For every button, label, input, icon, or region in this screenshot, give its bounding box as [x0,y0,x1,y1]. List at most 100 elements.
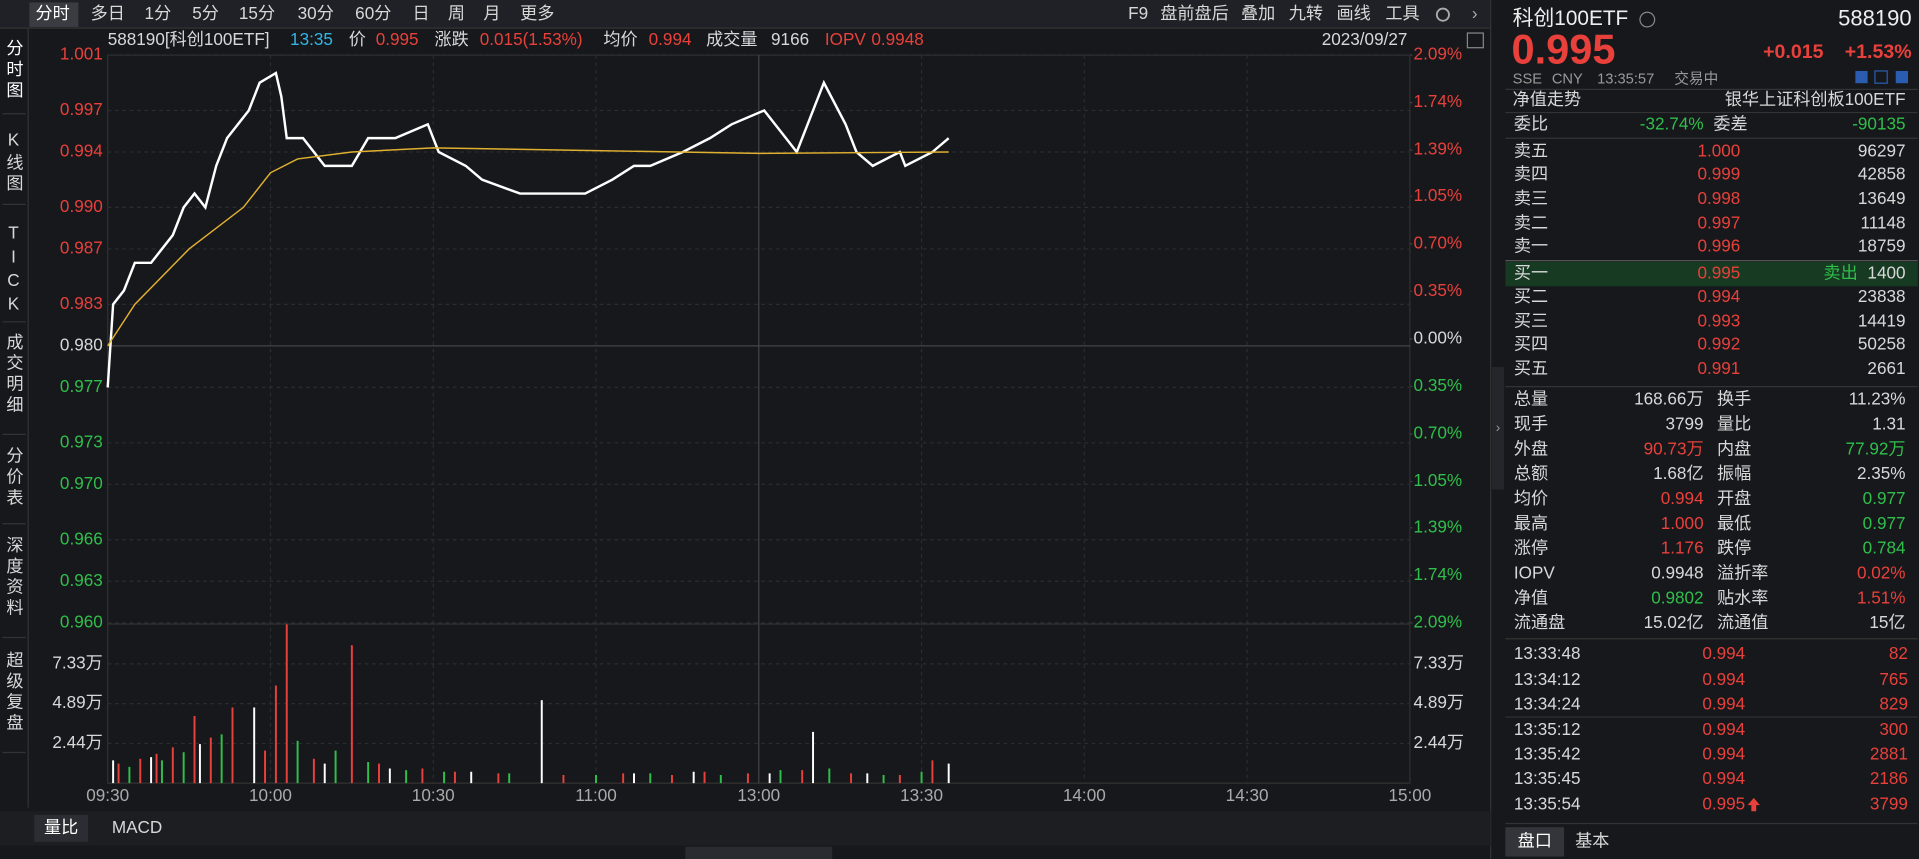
toolbar-button[interactable]: F9 [1128,3,1148,23]
volume-bar [139,758,142,784]
last-price: 0.995 [1511,26,1615,73]
more-arrow[interactable]: › [1472,3,1478,23]
stat-value: 0.977 [1863,488,1906,508]
volume-bar [150,757,153,784]
volume-bar [801,770,804,784]
stat-value: 11.23% [1849,389,1906,409]
y-tick-label: 0.960 [60,611,103,631]
toolbar-tab[interactable]: 更多 [520,3,554,23]
book-level: 卖五 [1514,140,1548,160]
info-iopv: 0.9948 [871,29,923,49]
stat-label: IOPV [1514,563,1556,583]
side-tab[interactable]: 分时图 [3,39,23,101]
volume-bar [443,771,446,784]
x-tick-label: 09:30 [86,785,129,805]
side-tab[interactable]: K线图 [3,130,23,195]
info-icon[interactable] [1639,11,1656,28]
toolbar-tab[interactable]: 月 [483,3,500,23]
info-price-label: 价 [349,29,366,49]
toolbar-tab[interactable]: 15分 [239,3,275,23]
bid-note: 卖出 [1824,263,1858,283]
book-volume: 14419 [1858,310,1906,330]
label: 委差 [1713,113,1747,133]
panel-tab[interactable]: 盘口 [1518,830,1552,850]
tool-icon[interactable] [1895,70,1908,84]
side-tab[interactable]: TICK [3,223,23,318]
indicator-tab[interactable]: 量比 [44,817,78,837]
side-tab[interactable]: 超级复盘 [3,651,23,734]
toolbar-button[interactable]: 工具 [1385,3,1419,23]
toolbar [0,0,1491,29]
volume-bar [746,773,749,784]
value: -32.74% [1640,113,1704,133]
toolbar-tab[interactable]: 5分 [192,3,219,23]
volume-bar [193,715,196,784]
value: -90135 [1852,113,1905,133]
x-tick-label: 13:30 [900,785,943,805]
y-tick-label: 0.990 [60,196,103,216]
stat-value: 0.994 [1661,488,1704,508]
indicator-tab[interactable]: MACD [112,817,162,837]
book-volume: 42858 [1858,164,1906,184]
toolbar-button[interactable]: 画线 [1336,3,1370,23]
volume-bar [334,750,337,784]
side-tab[interactable]: 分价表 [3,447,23,509]
y2-tick-label: 2.09% [1414,611,1463,631]
volume-tick-label: 7.33万 [52,652,102,672]
stat-label: 换手 [1717,389,1751,409]
toolbar-tab[interactable]: 日 [412,3,429,23]
trade-volume: 829 [1879,693,1908,713]
nav-trend-link[interactable]: 净值走势 [1513,89,1582,109]
y2-tick-label: 0.00% [1414,327,1463,347]
y2-tick-label: 1.39% [1414,516,1463,536]
info-iopv-label: IOPV [825,29,867,49]
stat-label: 溢折率 [1717,563,1768,583]
book-volume: 18759 [1858,236,1906,256]
toolbar-tab[interactable]: 30分 [298,3,334,23]
active-tab-bg [34,814,89,842]
volume-bar [312,758,315,784]
trade-price: 0.995 [1702,794,1745,814]
tool-icon[interactable] [1874,70,1888,84]
toolbar-tab[interactable]: 1分 [145,3,172,23]
volume-bar [622,773,625,784]
bottom-bar [0,811,1491,846]
volume-bar [323,763,326,784]
settings-icon[interactable] [1435,7,1450,22]
toolbar-button[interactable]: 叠加 [1241,3,1275,23]
up-arrow [1747,797,1760,812]
toolbar-button[interactable]: 九转 [1289,3,1323,23]
toolbar-tab[interactable]: 多日 [91,3,125,23]
trade-volume: 2881 [1870,744,1908,764]
panel-toggle[interactable] [1491,367,1505,490]
trade-price: 0.994 [1702,669,1745,689]
layout-icon[interactable] [1466,32,1484,49]
book-volume: 1400 [1867,263,1905,283]
volume-bar [198,744,201,784]
tool-icon[interactable] [1855,70,1868,84]
toolbar-tab[interactable]: 周 [448,3,465,23]
y2-tick-label: 1.74% [1414,91,1463,111]
book-level: 买三 [1514,310,1548,330]
book-level: 卖三 [1514,188,1548,208]
volume-bar [264,750,267,784]
volume-bar [540,700,543,784]
panel-tab[interactable]: 基本 [1575,830,1609,850]
trade-price: 0.994 [1702,768,1745,788]
side-tab[interactable]: 深度资料 [3,536,23,619]
stat-value: 1.31 [1872,414,1905,434]
volume-bar [274,685,277,784]
toolbar-tab[interactable]: 分时 [35,3,69,23]
book-price: 0.991 [1697,358,1740,378]
collapse-handle[interactable] [685,846,833,859]
toolbar-button[interactable]: 盘前盘后 [1160,3,1229,23]
x-tick-label: 14:00 [1063,785,1106,805]
toolbar-tab[interactable]: 60分 [355,3,391,23]
side-tab[interactable]: 成交明细 [3,333,23,416]
volume-bar [866,773,869,784]
info-vol: 9166 [771,29,809,49]
y-tick-label: 0.966 [60,528,103,548]
book-price: 0.995 [1697,263,1740,283]
